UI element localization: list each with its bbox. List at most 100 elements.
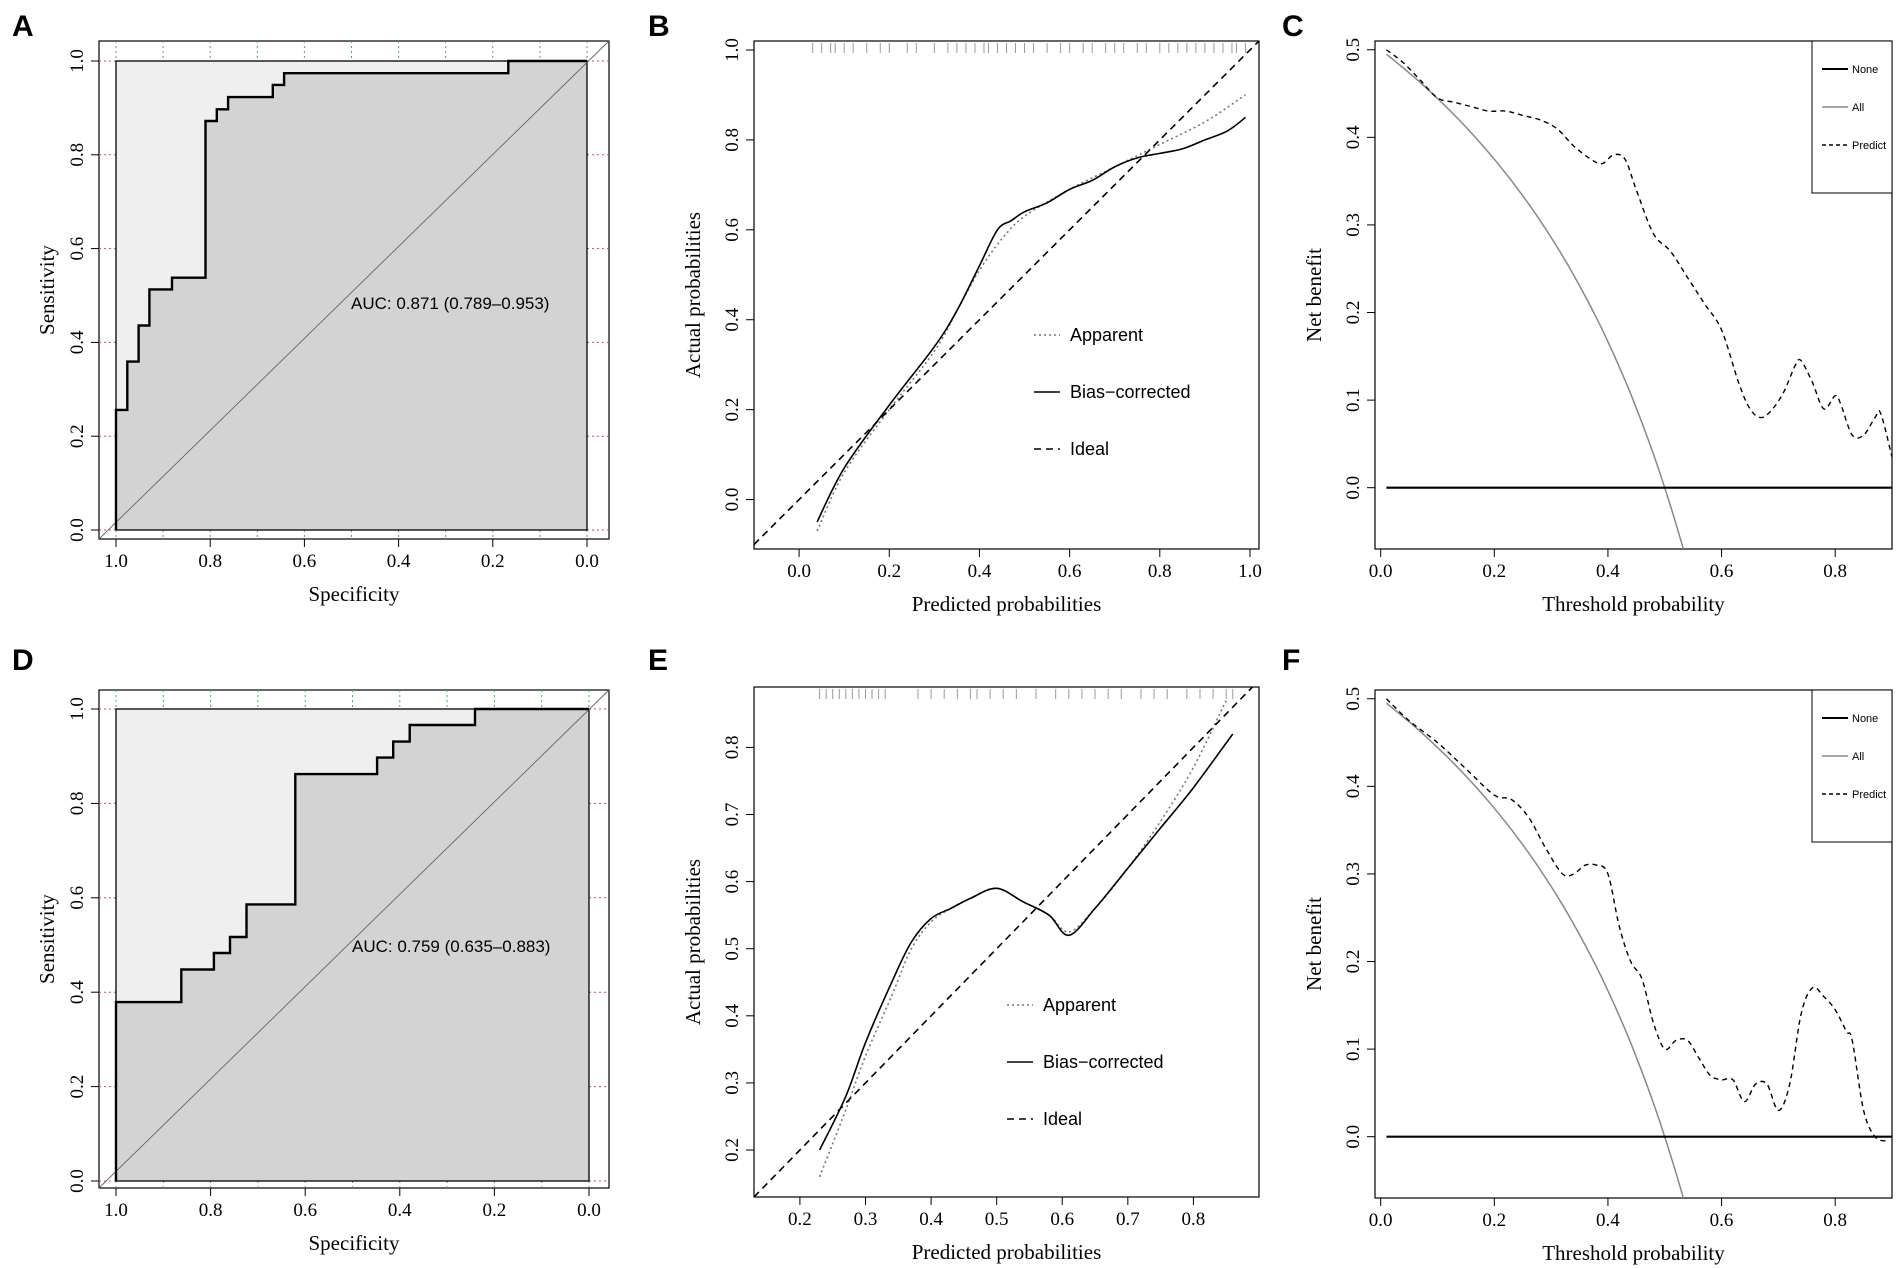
- x-tick-label: 1.0: [1238, 561, 1262, 582]
- legend-label: Apparent: [1070, 325, 1143, 345]
- roc-curve: [114, 59, 587, 530]
- auc-annotation: AUC: 0.759 (0.635–0.883): [352, 937, 550, 956]
- legend-label: Predict: [1852, 789, 1886, 801]
- x-tick-label: 0.0: [787, 561, 811, 582]
- y-axis-title: Net benefit: [1302, 248, 1326, 342]
- y-tick-label: 0.8: [722, 128, 743, 152]
- y-tick-label: 0.7: [722, 803, 743, 827]
- panel-b-calibration: Apparent Bias−corrected Ideal 0.0 0.2 0.4 0.6 0…: [681, 38, 1262, 616]
- roc-inner-square: [115, 60, 588, 531]
- y-tick-label: 0.1: [1343, 388, 1364, 412]
- x-tick-label: 0.6: [293, 551, 317, 572]
- panel-a-roc: AUC: 0.871 (0.789–0.953) 1.0 0.8 0.6 0.4 0.2 0…: [35, 40, 610, 606]
- x-axis-title: Predicted probabilities: [912, 1240, 1102, 1264]
- series-line-predict: [1385, 698, 1887, 1142]
- plot-area: [754, 41, 1259, 546]
- x-tick-label: 0.4: [919, 1209, 943, 1230]
- legend-label: Predict: [1852, 140, 1886, 152]
- y-tick-label: 0.5: [722, 937, 743, 961]
- roc-auc-area: [116, 709, 589, 1181]
- y-tick-label: 0.8: [67, 792, 88, 816]
- y-tick-label: 0.4: [722, 307, 743, 331]
- y-tick-label: 1.0: [67, 697, 88, 721]
- y-tick-label: 0.2: [1343, 950, 1364, 974]
- plot-frame: [753, 686, 1260, 1198]
- roc-reference-diagonal: [98, 689, 610, 1189]
- legend-label: All: [1852, 751, 1864, 763]
- roc-curve: [114, 707, 589, 1181]
- y-tick-label: 0.4: [1343, 125, 1364, 149]
- legend-label: Bias−corrected: [1043, 1052, 1164, 1072]
- y-tick-label: 0.5: [1343, 38, 1364, 62]
- y-tick-label: 0.8: [722, 736, 743, 760]
- legend-label: Ideal: [1070, 439, 1109, 459]
- y-tick-label: 1.0: [722, 38, 743, 62]
- plot-frame: [1374, 40, 1893, 550]
- x-tick-label: 0.4: [387, 551, 411, 572]
- x-tick-label: 0.4: [1596, 1210, 1620, 1231]
- x-tick-label: 0.0: [1369, 1210, 1393, 1231]
- x-tick-label: 0.8: [1148, 561, 1172, 582]
- x-tick-label: 0.4: [1596, 561, 1620, 582]
- y-axis-title: Sensitivity: [35, 245, 59, 335]
- y-axis-title: Actual probabilities: [681, 859, 705, 1025]
- y-tick-label: 0.2: [67, 1075, 88, 1099]
- y-tick-label: 0.0: [67, 518, 88, 542]
- x-tick-label: 0.8: [198, 551, 222, 572]
- y-tick-label: 0.4: [722, 1003, 743, 1027]
- panel-letter-a: A: [12, 10, 34, 43]
- x-tick-label: 0.2: [481, 551, 505, 572]
- y-tick-label: 0.4: [67, 980, 88, 1004]
- y-tick-label: 0.3: [1343, 862, 1364, 886]
- x-tick-label: 0.2: [483, 1200, 507, 1221]
- y-tick-label: 0.8: [67, 143, 88, 167]
- x-tick-label: 0.6: [1050, 1209, 1074, 1230]
- x-tick-label: 0.7: [1116, 1209, 1140, 1230]
- x-tick-label: 0.4: [388, 1200, 412, 1221]
- panel-f-decision-curve: None All Predict 0.0 0.2 0.4 0.6 0.8 0.0 0.1 0.2 0.…: [1302, 687, 1893, 1265]
- x-tick-label: 0.2: [788, 1209, 812, 1230]
- legend-box: [1811, 40, 1893, 194]
- y-tick-label: 0.3: [722, 1071, 743, 1095]
- y-tick-label: 0.6: [722, 870, 743, 894]
- x-tick-label: 0.6: [1710, 561, 1734, 582]
- plot-area: [1385, 49, 1892, 549]
- x-tick-label: 0.8: [1182, 1209, 1206, 1230]
- x-axis-title: Threshold probability: [1542, 1241, 1725, 1265]
- y-tick-label: 0.1: [1343, 1037, 1364, 1061]
- plot-frame: [1374, 689, 1893, 1199]
- y-tick-label: 0.2: [722, 398, 743, 422]
- x-tick-label: 1.0: [104, 551, 128, 572]
- x-axis-title: Specificity: [309, 1231, 400, 1255]
- y-tick-label: 0.0: [722, 488, 743, 512]
- y-tick-label: 0.0: [1343, 1125, 1364, 1149]
- y-axis-title: Sensitivity: [35, 894, 59, 984]
- y-tick-label: 0.3: [1343, 213, 1364, 237]
- y-axis-title: Actual probabilities: [681, 212, 705, 378]
- x-axis-title: Predicted probabilities: [912, 592, 1102, 616]
- x-tick-label: 0.0: [577, 1200, 601, 1221]
- x-axis-title: Specificity: [309, 582, 400, 606]
- plot-frame: [98, 689, 610, 1189]
- y-tick-label: 0.0: [1343, 476, 1364, 500]
- y-tick-label: 0.0: [67, 1169, 88, 1193]
- x-tick-label: 0.4: [968, 561, 992, 582]
- series-line-all: [1385, 53, 1685, 549]
- series-line-all: [1385, 702, 1685, 1198]
- panel-letter-f: F: [1282, 644, 1300, 677]
- series-line-dotted: [816, 94, 1246, 532]
- panel-letter-d: D: [12, 644, 34, 677]
- auc-annotation: AUC: 0.871 (0.789–0.953): [351, 294, 549, 313]
- y-tick-label: 0.2: [67, 424, 88, 448]
- x-axis-title: Threshold probability: [1542, 592, 1725, 616]
- x-tick-label: 0.0: [1369, 561, 1393, 582]
- legend-label: None: [1852, 64, 1878, 76]
- y-tick-label: 0.6: [67, 886, 88, 910]
- x-tick-label: 0.6: [293, 1200, 317, 1221]
- x-tick-label: 0.5: [985, 1209, 1009, 1230]
- series-line-solid: [816, 116, 1246, 523]
- y-tick-label: 0.2: [1343, 301, 1364, 325]
- plot-frame: [753, 40, 1260, 550]
- panel-c-decision-curve: None All Predict 0.0 0.2 0.4 0.6 0.8 0.0 0.1 0.2 0.…: [1302, 38, 1893, 616]
